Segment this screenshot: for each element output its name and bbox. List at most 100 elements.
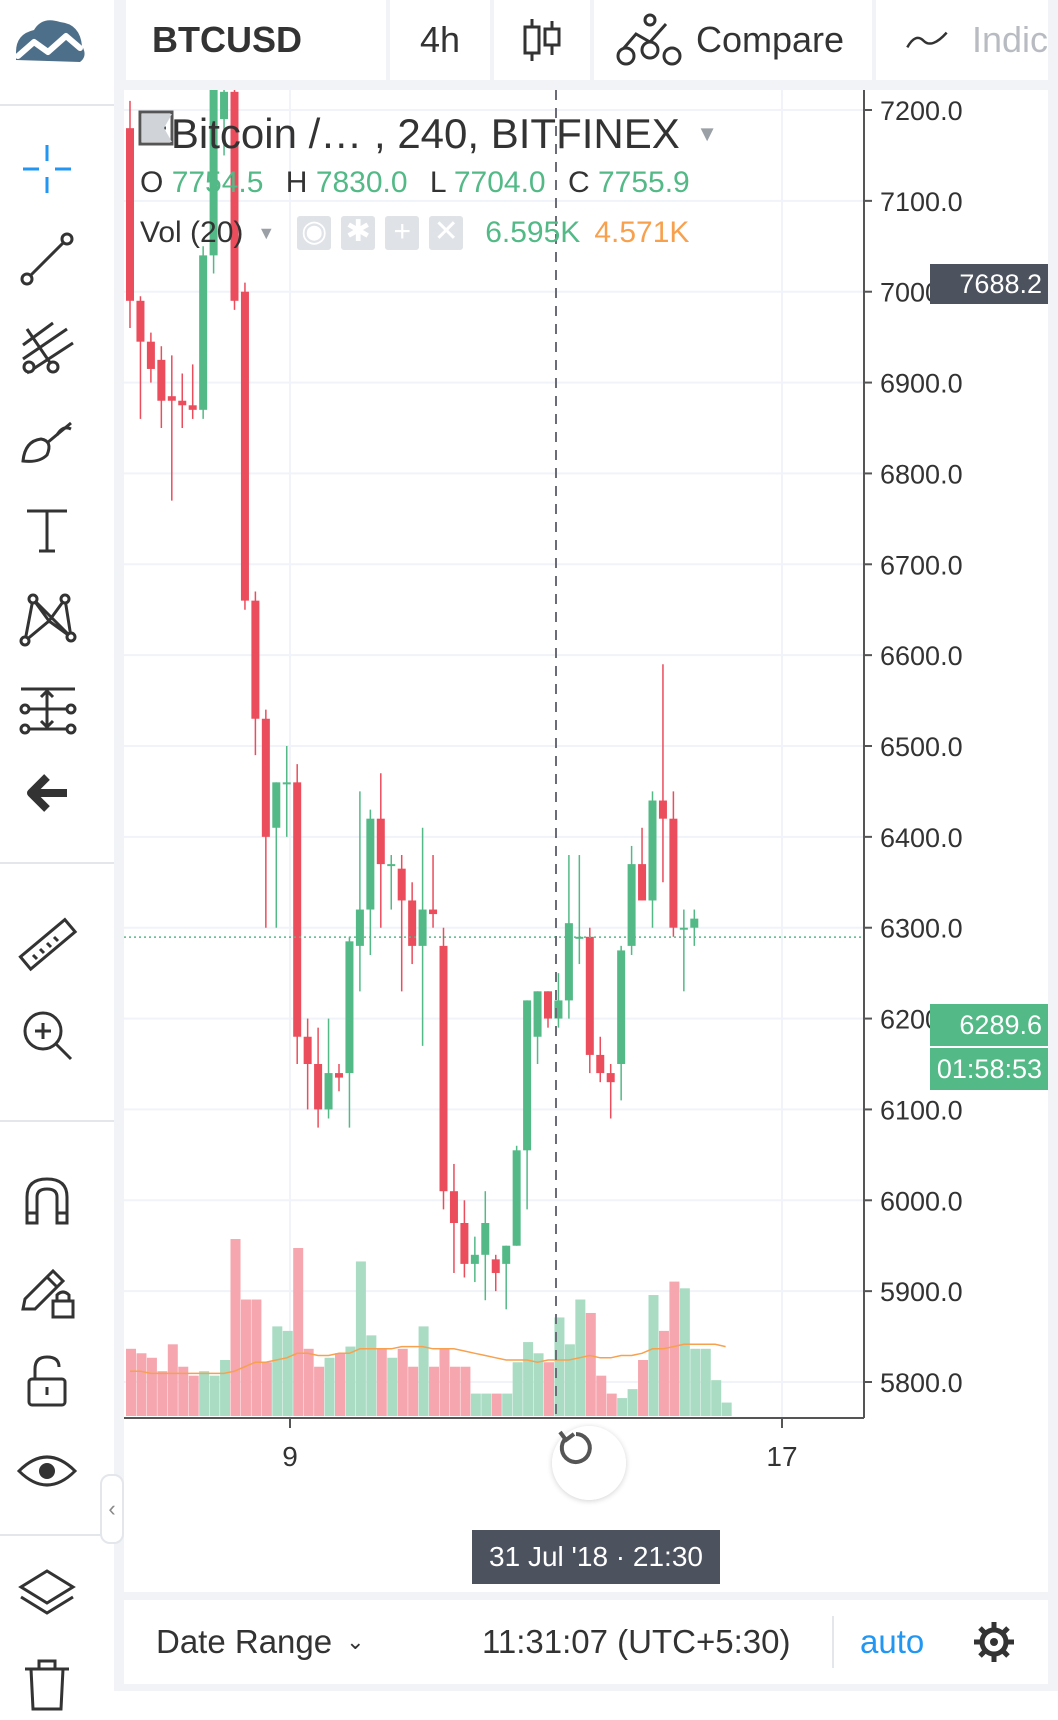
volume-bar [345,1346,356,1416]
candle-body [230,91,239,301]
candle-body [408,900,417,946]
interval-button[interactable]: 4h [390,0,490,80]
candle-body [303,1036,312,1064]
volume-value: 6.595K [485,216,581,249]
gear-icon [974,1622,1014,1662]
candle-body [429,909,438,915]
tool-group-bottom [0,1536,114,1711]
zoom-in-icon [23,1011,73,1061]
price-tick-label: 6600.0 [880,641,963,671]
indicators-button[interactable]: Indic [876,0,1048,80]
chart-canvas[interactable]: 7200.07100.07000.06900.06800.06700.06600… [124,90,1048,1592]
price-tick-label: 6700.0 [880,550,963,580]
candle-body [554,1000,563,1019]
fib-tool[interactable] [10,312,84,386]
price-tick-label: 6900.0 [880,369,963,399]
price-tick-label: 5800.0 [880,1368,963,1398]
price-tick-label: 5900.0 [880,1277,963,1307]
volume-bar [240,1299,251,1416]
pattern-tool[interactable] [10,582,84,656]
remove-icon[interactable]: ✕ [429,216,464,250]
magnet-tool[interactable] [10,1164,84,1238]
collapse-toolbar-button[interactable]: ‹ [100,1474,124,1544]
logo-area [0,0,114,106]
interval-label: 4h [419,19,461,60]
prediction-tool[interactable] [10,672,84,746]
brush-icon [21,421,72,463]
candle-body [512,1150,521,1246]
trend-line-tool[interactable] [10,222,84,296]
crosshair-time-tag: 31 Jul '18 · 21:30 [472,1530,720,1584]
candle-body [146,341,155,369]
volume-bar [387,1357,398,1416]
volume-bar [658,1330,669,1416]
eye-icon [16,1455,78,1487]
volume-bar [355,1261,366,1416]
volume-caret-icon[interactable]: ▼ [257,222,276,243]
volume-bar [585,1312,596,1416]
volume-bar [554,1317,565,1416]
zoom-in-tool[interactable] [10,998,84,1072]
indicators-icon [906,31,948,49]
low-value: 7704.0 [453,166,546,199]
visibility-tool[interactable] [10,1434,84,1508]
candle-body [136,300,145,342]
lock-icon [27,1355,67,1407]
auto-scale-button[interactable]: auto [860,1600,924,1684]
candle-body [669,818,678,928]
caret-down-icon[interactable]: ▼ [696,121,718,146]
plus-icon[interactable]: + [385,216,420,250]
volume-bar [523,1342,534,1416]
chart-area[interactable]: 7200.0 7100.0 7000.0 6900.0 6800.0 6700.0 6600… [124,90,1048,1592]
lock-drawings-tool[interactable] [10,1254,84,1328]
lock-tool[interactable] [10,1344,84,1418]
series-legend: Bitcoin /… , 240, BITFINEX ▼ [138,110,718,158]
date-range-label: Date Range [156,1623,333,1660]
symbol-search-button[interactable]: BTCUSD [126,0,386,80]
candle-body [167,396,176,401]
volume-bar [314,1366,325,1416]
clock-button[interactable]: 11:31:07 (UTC+5:30) [482,1600,790,1684]
volume-bar [167,1344,178,1416]
bottom-toolbar: Date Range ⌄ 11:31:07 (UTC+5:30) auto [124,1600,1048,1684]
settings-small-icon[interactable]: ✱ [341,216,376,250]
volume-ma-line [130,1343,726,1375]
candle-body [439,945,448,1192]
price-tick-label: 6000.0 [880,1186,963,1216]
back-button[interactable] [10,756,84,830]
candle-body [220,91,229,120]
reset-chart-button[interactable] [552,1426,626,1500]
chart-settings-button[interactable] [972,1600,1016,1684]
candle-body [376,818,385,865]
tradingview-logo-icon[interactable] [8,12,90,77]
compare-button[interactable]: Compare [594,0,872,80]
volume-bar [335,1353,345,1416]
low-label: L [429,166,446,199]
ruler-tool[interactable] [10,908,84,982]
date-range-button[interactable]: Date Range ⌄ [156,1600,365,1684]
object-tree-tool[interactable] [10,1558,84,1632]
brush-tool[interactable] [10,402,84,476]
volume-bar [178,1366,189,1416]
volume-bar [502,1393,513,1416]
ohlc-legend: O 7754.5 H 7830.0 L 7704.0 C 7755.9 [140,166,690,200]
candle-body [261,718,270,837]
candle-body [272,782,281,828]
text-icon [27,509,67,553]
crosshair-tool[interactable] [10,132,84,206]
text-tool[interactable] [10,492,84,566]
price-tick-label: 6500.0 [880,732,963,762]
chart-style-button[interactable] [494,0,590,80]
candle-body [460,1223,469,1264]
volume-title[interactable]: Vol (20) [140,216,244,249]
volume-bar [460,1366,471,1416]
chevron-down-icon: ⌄ [346,1629,365,1654]
candle-body [449,1191,458,1223]
volume-bar [596,1375,607,1416]
tool-group-drawing [0,106,114,864]
series-title[interactable]: Bitcoin /… , 240, BITFINEX [170,110,680,157]
volume-bar [449,1366,460,1416]
volume-bar [418,1326,429,1416]
eye-toggle-icon[interactable]: ◉ [297,216,332,250]
remove-drawings-tool[interactable] [10,1646,84,1720]
